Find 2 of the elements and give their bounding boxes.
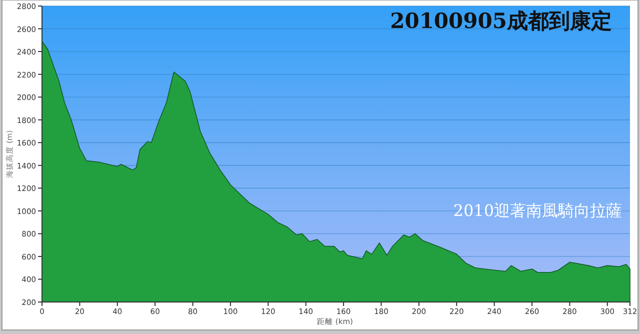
annotation: 2010迎著南風騎向拉薩 xyxy=(453,201,622,220)
chart-title: 20100905成都到康定 xyxy=(390,8,612,33)
